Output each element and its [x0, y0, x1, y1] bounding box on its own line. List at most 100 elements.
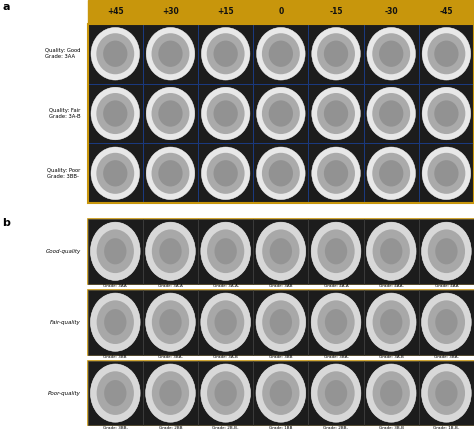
Bar — [419, 24, 474, 84]
Text: +30: +30 — [162, 7, 179, 16]
Ellipse shape — [214, 238, 237, 264]
Ellipse shape — [207, 153, 245, 194]
Ellipse shape — [213, 160, 238, 187]
Ellipse shape — [379, 41, 403, 67]
Ellipse shape — [366, 364, 416, 422]
Bar — [419, 84, 474, 143]
Bar — [198, 24, 253, 84]
Ellipse shape — [372, 93, 410, 134]
Bar — [88, 24, 474, 203]
Ellipse shape — [366, 222, 416, 280]
Ellipse shape — [146, 364, 195, 422]
Ellipse shape — [380, 380, 402, 406]
Ellipse shape — [207, 300, 244, 344]
Ellipse shape — [373, 371, 410, 415]
Ellipse shape — [201, 147, 250, 200]
Text: Grade: 3A-A: Grade: 3A-A — [158, 284, 183, 288]
Bar — [253, 361, 309, 426]
Ellipse shape — [373, 300, 410, 344]
Ellipse shape — [435, 380, 457, 406]
Ellipse shape — [269, 160, 293, 187]
Ellipse shape — [317, 93, 355, 134]
Ellipse shape — [367, 147, 416, 200]
Ellipse shape — [152, 229, 189, 273]
Bar — [253, 84, 309, 143]
Ellipse shape — [201, 28, 250, 80]
Ellipse shape — [434, 160, 458, 187]
Ellipse shape — [372, 33, 410, 74]
Ellipse shape — [152, 33, 190, 74]
Bar — [364, 84, 419, 143]
Text: b: b — [2, 218, 10, 228]
Text: Grade: 2B-B-: Grade: 2B-B- — [212, 426, 239, 430]
Ellipse shape — [270, 309, 292, 335]
Bar — [143, 84, 198, 143]
Ellipse shape — [367, 28, 416, 80]
Text: Grade: 3B-B: Grade: 3B-B — [379, 426, 404, 430]
Ellipse shape — [262, 229, 300, 273]
Ellipse shape — [422, 87, 471, 140]
Ellipse shape — [152, 153, 190, 194]
Ellipse shape — [270, 238, 292, 264]
Bar — [143, 143, 198, 203]
Ellipse shape — [256, 364, 306, 422]
Ellipse shape — [91, 293, 140, 351]
Ellipse shape — [158, 160, 182, 187]
Ellipse shape — [97, 300, 134, 344]
Ellipse shape — [91, 87, 139, 140]
Ellipse shape — [434, 41, 458, 67]
Ellipse shape — [91, 222, 140, 280]
Ellipse shape — [104, 238, 127, 264]
Text: Grade: 3BA-: Grade: 3BA- — [434, 355, 459, 359]
Ellipse shape — [269, 100, 293, 127]
Ellipse shape — [103, 160, 128, 187]
Ellipse shape — [207, 229, 244, 273]
Text: 0: 0 — [278, 7, 283, 16]
Text: Grade: 3AB: Grade: 3AB — [269, 284, 292, 288]
Ellipse shape — [269, 41, 293, 67]
Ellipse shape — [325, 309, 347, 335]
Text: Quality: Good
Grade: 3AA: Quality: Good Grade: 3AA — [45, 48, 81, 59]
Bar — [88, 219, 474, 283]
Ellipse shape — [421, 364, 471, 422]
Ellipse shape — [201, 293, 250, 351]
Ellipse shape — [96, 153, 134, 194]
Ellipse shape — [213, 41, 238, 67]
Ellipse shape — [435, 309, 457, 335]
Ellipse shape — [207, 371, 244, 415]
Ellipse shape — [158, 100, 182, 127]
Text: Grade: 3AA: Grade: 3AA — [103, 284, 127, 288]
Text: -45: -45 — [440, 7, 453, 16]
Bar — [309, 290, 364, 355]
Text: Grade: 4AA-: Grade: 4AA- — [379, 284, 404, 288]
Ellipse shape — [214, 309, 237, 335]
Ellipse shape — [262, 153, 300, 194]
Ellipse shape — [380, 309, 402, 335]
Bar — [198, 143, 253, 203]
Text: a: a — [2, 2, 10, 12]
Ellipse shape — [428, 33, 465, 74]
Bar — [198, 219, 253, 283]
Text: +15: +15 — [218, 7, 234, 16]
Ellipse shape — [152, 371, 189, 415]
Ellipse shape — [201, 364, 250, 422]
Ellipse shape — [214, 380, 237, 406]
Ellipse shape — [158, 41, 182, 67]
Bar — [419, 143, 474, 203]
Ellipse shape — [262, 93, 300, 134]
Text: Good-quality: Good-quality — [46, 249, 81, 254]
Ellipse shape — [428, 153, 465, 194]
Bar — [88, 361, 474, 426]
Bar — [253, 143, 309, 203]
Text: Grade: 1B-B-: Grade: 1B-B- — [433, 426, 460, 430]
Bar — [309, 24, 364, 84]
Ellipse shape — [312, 87, 360, 140]
Ellipse shape — [422, 147, 471, 200]
Ellipse shape — [256, 293, 306, 351]
Text: Grade: 1BB: Grade: 1BB — [269, 426, 292, 430]
Ellipse shape — [159, 309, 182, 335]
Ellipse shape — [103, 100, 128, 127]
Ellipse shape — [97, 371, 134, 415]
Bar — [309, 219, 364, 283]
Ellipse shape — [91, 147, 139, 200]
